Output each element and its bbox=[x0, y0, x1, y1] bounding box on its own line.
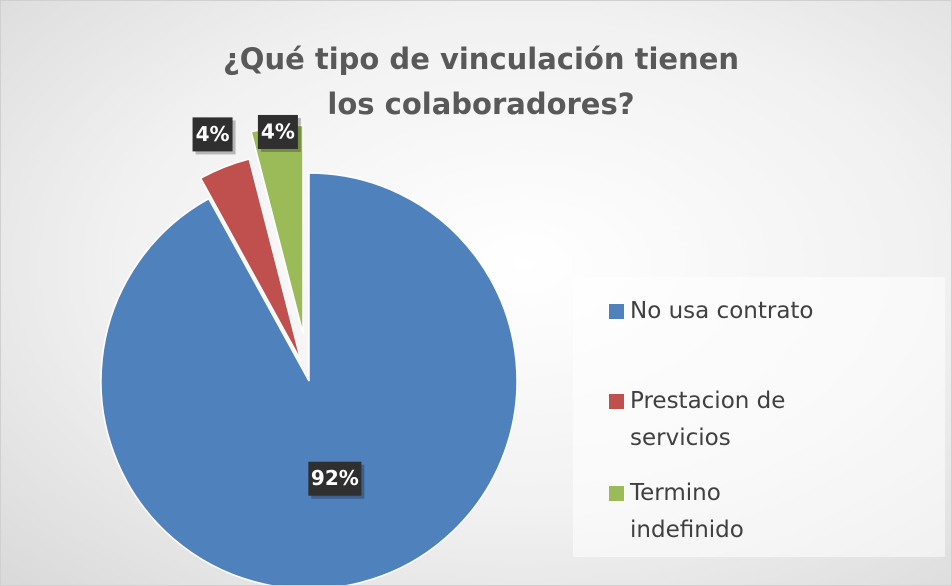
data-label: 92% bbox=[311, 466, 359, 490]
chart-title: ¿Qué tipo de vinculación tienen los cola… bbox=[222, 42, 740, 121]
legend-item: Prestacion de servicios bbox=[609, 383, 929, 457]
legend-label: Termino indefinido bbox=[630, 480, 744, 543]
legend-item: No usa contrato bbox=[609, 293, 929, 330]
legend-label: No usa contrato bbox=[630, 298, 814, 324]
legend-swatch bbox=[609, 486, 624, 501]
legend-item: Termino indefinido bbox=[609, 475, 929, 549]
legend: No usa contrato Prestacion de servicios Te… bbox=[573, 277, 945, 557]
legend-label: Prestacion de servicios bbox=[630, 388, 786, 451]
data-label-box bbox=[192, 117, 233, 152]
data-label-box bbox=[257, 114, 298, 149]
data-label: 4% bbox=[196, 122, 230, 146]
legend-swatch bbox=[609, 394, 624, 409]
data-label-box bbox=[308, 461, 362, 496]
pie-slice bbox=[100, 172, 518, 585]
data-label: 4% bbox=[261, 119, 295, 143]
legend-swatch bbox=[609, 304, 624, 319]
pie-slice bbox=[199, 158, 302, 361]
